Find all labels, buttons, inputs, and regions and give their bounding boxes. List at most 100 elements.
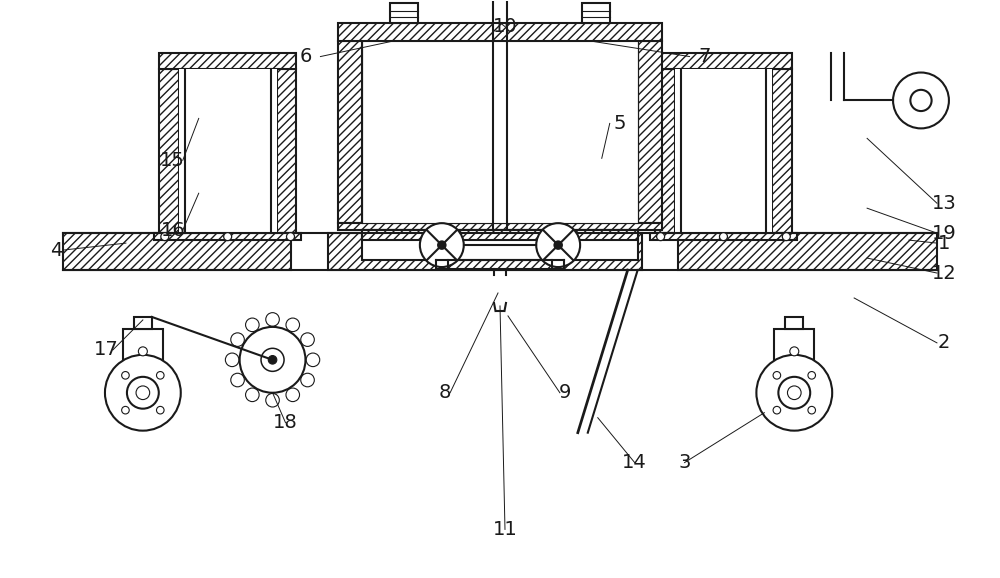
Bar — [650, 233, 797, 240]
Circle shape — [266, 394, 279, 407]
Bar — [338, 223, 662, 230]
Text: 10: 10 — [493, 17, 517, 36]
Text: 17: 17 — [94, 340, 118, 360]
Bar — [390, 3, 418, 23]
Bar — [134, 317, 152, 329]
Circle shape — [287, 232, 294, 240]
Text: 14: 14 — [622, 453, 647, 472]
Circle shape — [808, 372, 816, 379]
Circle shape — [286, 318, 300, 332]
Circle shape — [554, 242, 562, 249]
Circle shape — [268, 355, 277, 364]
Circle shape — [778, 377, 810, 409]
Bar — [655, 53, 792, 69]
Circle shape — [105, 355, 181, 431]
Circle shape — [301, 373, 314, 387]
Bar — [678, 233, 937, 270]
Bar — [362, 230, 638, 240]
Text: 8: 8 — [439, 383, 451, 402]
Circle shape — [161, 232, 169, 240]
Bar — [123, 329, 163, 374]
Bar — [63, 233, 291, 270]
Circle shape — [657, 232, 665, 240]
Bar — [277, 69, 296, 233]
Circle shape — [756, 355, 832, 431]
Bar — [328, 233, 642, 270]
Text: 1: 1 — [938, 234, 950, 253]
Bar — [655, 69, 675, 233]
Circle shape — [240, 327, 305, 392]
Bar — [338, 40, 362, 223]
Bar — [63, 233, 291, 270]
Circle shape — [261, 349, 284, 371]
Bar — [638, 40, 662, 223]
Circle shape — [773, 372, 781, 379]
Bar — [159, 69, 179, 233]
Bar — [675, 69, 772, 233]
Bar — [338, 40, 362, 223]
Circle shape — [306, 353, 320, 366]
Bar — [785, 317, 803, 329]
Text: 19: 19 — [932, 224, 956, 243]
Bar — [159, 69, 179, 233]
Bar — [159, 53, 296, 69]
Text: 3: 3 — [678, 453, 691, 472]
Circle shape — [791, 389, 798, 397]
Circle shape — [438, 242, 446, 249]
Circle shape — [790, 347, 799, 356]
Circle shape — [773, 406, 781, 414]
Bar — [362, 230, 638, 260]
Bar — [655, 53, 792, 69]
Bar — [362, 40, 638, 223]
Bar — [277, 69, 296, 233]
Circle shape — [536, 223, 580, 267]
Circle shape — [910, 90, 932, 111]
Text: 18: 18 — [273, 413, 298, 432]
Text: 11: 11 — [493, 520, 517, 539]
Text: 15: 15 — [160, 151, 185, 170]
Bar — [338, 23, 662, 40]
Bar — [655, 69, 675, 233]
Circle shape — [246, 388, 259, 402]
Circle shape — [224, 232, 232, 240]
Bar — [179, 69, 277, 233]
Text: 7: 7 — [698, 47, 711, 66]
Bar — [338, 223, 662, 230]
Text: 5: 5 — [613, 114, 626, 133]
Text: 12: 12 — [932, 264, 956, 283]
Circle shape — [138, 347, 147, 356]
Circle shape — [156, 406, 164, 414]
Circle shape — [719, 232, 727, 240]
Text: 2: 2 — [938, 334, 950, 353]
Text: 9: 9 — [559, 383, 571, 402]
Circle shape — [301, 333, 314, 346]
Circle shape — [231, 373, 244, 387]
Circle shape — [782, 232, 790, 240]
Circle shape — [156, 372, 164, 379]
Circle shape — [420, 223, 464, 267]
Bar — [154, 233, 301, 240]
Bar — [650, 233, 797, 240]
Bar — [338, 23, 662, 40]
Circle shape — [787, 386, 801, 399]
Circle shape — [136, 386, 150, 399]
Bar — [328, 233, 642, 270]
Text: 6: 6 — [299, 47, 312, 66]
Bar — [678, 233, 937, 270]
Bar — [772, 69, 792, 233]
Circle shape — [139, 389, 147, 397]
Circle shape — [808, 406, 816, 414]
Bar — [159, 53, 296, 69]
Circle shape — [893, 72, 949, 128]
Bar — [154, 233, 301, 240]
Circle shape — [266, 313, 279, 326]
Circle shape — [122, 406, 129, 414]
Bar — [774, 329, 814, 374]
Text: 4: 4 — [50, 240, 62, 260]
Text: 13: 13 — [932, 194, 956, 213]
Bar — [582, 3, 610, 23]
Circle shape — [122, 372, 129, 379]
Bar — [638, 40, 662, 223]
Circle shape — [246, 318, 259, 332]
Circle shape — [225, 353, 239, 366]
